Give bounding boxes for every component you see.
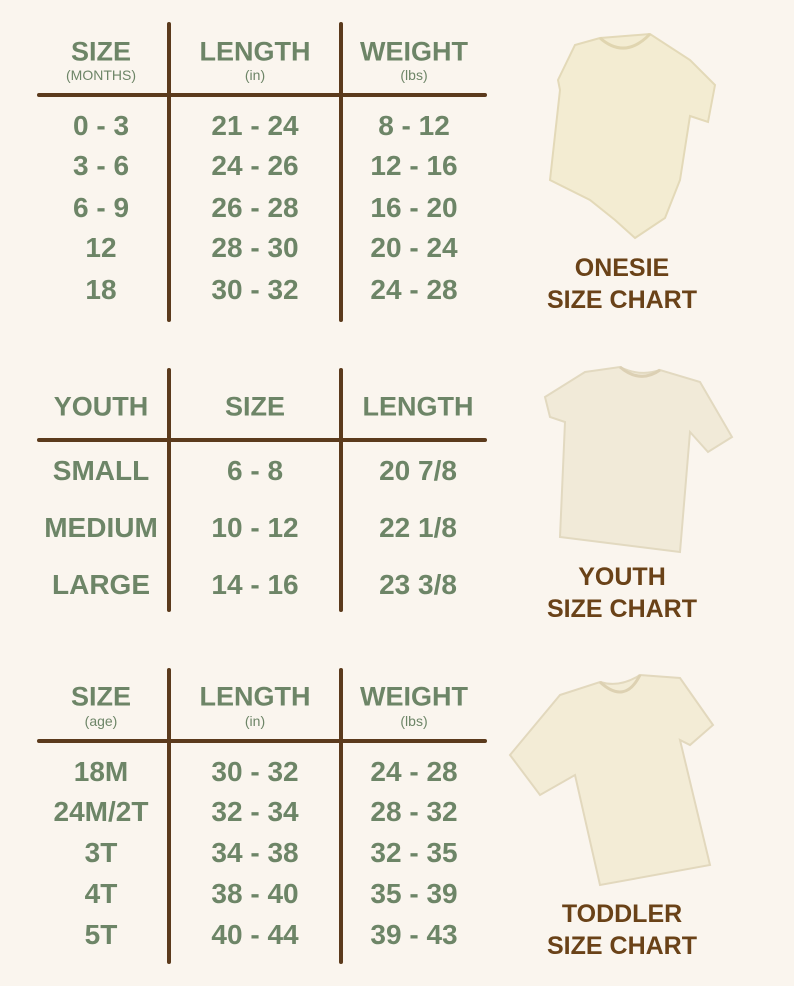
toddler-cell: 24 - 28: [370, 756, 458, 787]
toddler-cell: 32 - 34: [211, 796, 299, 827]
youth-cell: MEDIUM: [44, 512, 158, 543]
onesie-cell: 24 - 28: [370, 274, 458, 305]
onesie-header-divider: [37, 93, 487, 97]
toddler-header-length: LENGTH: [199, 681, 311, 712]
onesie-header-unit: (in): [244, 67, 266, 83]
onesie-cell: 21 - 24: [211, 110, 299, 141]
youth-tshirt-image: [543, 365, 734, 554]
toddler-header-divider: [37, 739, 487, 743]
toddler-cell: 34 - 38: [211, 837, 299, 868]
youth-header-length: LENGTH: [362, 391, 474, 422]
toddler-size-chart-label: TODDLER SIZE CHART: [547, 898, 697, 962]
youth-header-youth: YOUTH: [53, 391, 149, 422]
onesie-cell: 0 - 3: [72, 110, 130, 141]
toddler-cell: 38 - 40: [211, 878, 299, 909]
label-line-2: SIZE CHART: [547, 286, 697, 314]
youth-size-chart-label: YOUTH SIZE CHART: [547, 561, 697, 625]
youth-cell: LARGE: [52, 569, 150, 600]
toddler-header-unit: (lbs): [400, 713, 428, 729]
toddler-header-size: SIZE: [70, 681, 132, 712]
onesie-cell: 12: [85, 232, 117, 263]
youth-header-divider: [37, 438, 487, 442]
youth-column-divider: [167, 368, 171, 612]
toddler-cell: 28 - 32: [370, 796, 458, 827]
toddler-cell: 40 - 44: [211, 919, 299, 950]
youth-cell: 14 - 16: [211, 569, 299, 600]
onesie-header-unit: (lbs): [400, 67, 428, 83]
onesie-header-size: SIZE: [70, 36, 132, 67]
onesie-cell: 26 - 28: [211, 192, 299, 223]
onesie-cell: 30 - 32: [211, 274, 299, 305]
onesie-header-unit: (MONTHS): [66, 67, 136, 83]
youth-cell: 10 - 12: [211, 512, 299, 543]
onesie-header-weight: WEIGHT: [360, 36, 468, 67]
toddler-cell: 30 - 32: [211, 756, 299, 787]
onesie-header-length: LENGTH: [199, 36, 311, 67]
onesie-cell: 12 - 16: [370, 150, 458, 181]
toddler-header-weight: WEIGHT: [360, 681, 468, 712]
toddler-cell: 3T: [84, 837, 118, 868]
youth-cell: 22 1/8: [379, 512, 457, 543]
toddler-cell: 18M: [73, 756, 129, 787]
youth-cell: SMALL: [52, 455, 150, 486]
onesie-cell: 3 - 6: [72, 150, 130, 181]
label-line-1: TODDLER: [561, 900, 683, 928]
onesie-cell: 6 - 9: [72, 192, 130, 223]
toddler-cell: 32 - 35: [370, 837, 458, 868]
onesie-cell: 24 - 26: [211, 150, 299, 181]
toddler-cell: 4T: [84, 878, 118, 909]
toddler-column-divider: [339, 668, 343, 964]
toddler-cell: 39 - 43: [370, 919, 458, 950]
youth-column-divider: [339, 368, 343, 612]
onesie-column-divider: [167, 22, 171, 322]
youth-header-size: SIZE: [224, 391, 286, 422]
onesie-image: [548, 32, 717, 240]
onesie-column-divider: [339, 22, 343, 322]
label-line-2: SIZE CHART: [547, 932, 697, 960]
youth-cell: 6 - 8: [226, 455, 284, 486]
toddler-header-unit: (age): [84, 713, 118, 729]
toddler-cell: 24M/2T: [53, 796, 149, 827]
onesie-cell: 18: [85, 274, 117, 305]
youth-cell: 20 7/8: [379, 455, 457, 486]
onesie-cell: 8 - 12: [378, 110, 450, 141]
toddler-tshirt-image: [508, 673, 715, 887]
label-line-2: SIZE CHART: [547, 595, 697, 623]
onesie-cell: 16 - 20: [370, 192, 458, 223]
toddler-cell: 5T: [84, 919, 118, 950]
onesie-cell: 28 - 30: [211, 232, 299, 263]
label-line-1: ONESIE: [574, 254, 670, 282]
toddler-header-unit: (in): [244, 713, 266, 729]
onesie-cell: 20 - 24: [370, 232, 458, 263]
onesie-size-chart-label: ONESIE SIZE CHART: [547, 252, 697, 316]
toddler-cell: 35 - 39: [370, 878, 458, 909]
label-line-1: YOUTH: [578, 563, 666, 591]
youth-cell: 23 3/8: [379, 569, 457, 600]
toddler-column-divider: [167, 668, 171, 964]
